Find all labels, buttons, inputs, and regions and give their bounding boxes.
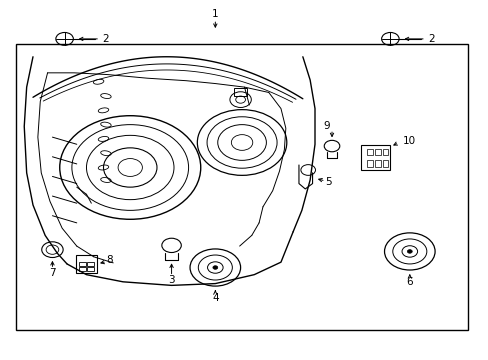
Bar <box>374 160 380 167</box>
Bar <box>382 149 387 155</box>
Circle shape <box>407 249 411 253</box>
Text: 2: 2 <box>427 34 434 44</box>
Bar <box>366 160 372 167</box>
Text: 10: 10 <box>402 136 415 146</box>
Bar <box>87 267 94 271</box>
Bar <box>79 267 85 271</box>
Text: 6: 6 <box>406 277 412 287</box>
Text: 1: 1 <box>212 9 218 19</box>
Bar <box>361 145 389 170</box>
Bar <box>79 262 85 266</box>
Text: 9: 9 <box>323 121 330 131</box>
Bar <box>76 255 97 273</box>
Bar <box>374 149 380 155</box>
Text: 3: 3 <box>168 275 175 285</box>
Circle shape <box>212 266 217 269</box>
Bar <box>382 160 387 167</box>
Text: 2: 2 <box>102 34 109 44</box>
Bar <box>87 262 94 266</box>
Bar <box>366 149 372 155</box>
Text: 5: 5 <box>324 177 331 187</box>
Text: 7: 7 <box>49 268 56 278</box>
Text: 8: 8 <box>106 255 113 265</box>
Bar <box>233 88 247 96</box>
Bar <box>16 44 467 330</box>
Text: 4: 4 <box>212 293 218 303</box>
